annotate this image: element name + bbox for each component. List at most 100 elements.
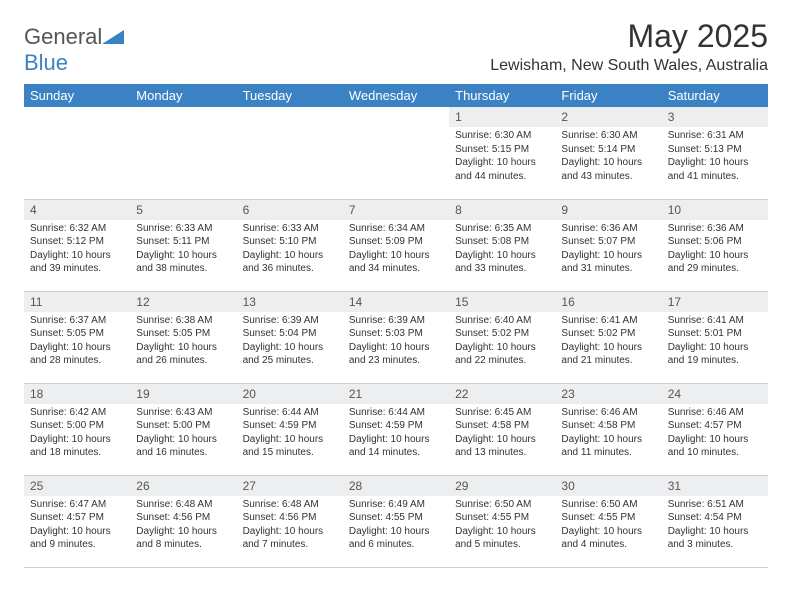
sunrise-line: Sunrise: 6:39 AM [349, 314, 443, 328]
sunset-line: Sunset: 5:01 PM [668, 327, 762, 341]
daylight-line: Daylight: 10 hours and 26 minutes. [136, 341, 230, 368]
sunrise-line: Sunrise: 6:46 AM [561, 406, 655, 420]
day-number: 26 [130, 476, 236, 496]
sunrise-line: Sunrise: 6:43 AM [136, 406, 230, 420]
sunset-line: Sunset: 5:00 PM [30, 419, 124, 433]
sunrise-line: Sunrise: 6:41 AM [668, 314, 762, 328]
calendar-cell: 30 Sunrise: 6:50 AMSunset: 4:55 PMDayligh… [555, 475, 661, 567]
day-number: 16 [555, 292, 661, 312]
day-number: 29 [449, 476, 555, 496]
sunrise-line: Sunrise: 6:50 AM [561, 498, 655, 512]
day-details: Sunrise: 6:34 AMSunset: 5:09 PMDaylight:… [343, 220, 449, 280]
calendar-cell: 28Sunrise: 6:49 AMSunset: 4:55 PMDayligh… [343, 475, 449, 567]
calendar-cell: 22Sunrise: 6:45 AMSunset: 4:58 PMDayligh… [449, 383, 555, 475]
day-number: 28 [343, 476, 449, 496]
weekday-header: Tuesday [237, 84, 343, 107]
calendar-cell: 15Sunrise: 6:40 AMSunset: 5:02 PMDayligh… [449, 291, 555, 383]
logo-word2: Blue [24, 50, 68, 75]
calendar-cell [237, 107, 343, 199]
daylight-line: Daylight: 10 hours and 34 minutes. [349, 249, 443, 276]
day-number: 9 [555, 200, 661, 220]
daylight-line: Daylight: 10 hours and 39 minutes. [30, 249, 124, 276]
calendar-cell: 4Sunrise: 6:32 AMSunset: 5:12 PMDaylight… [24, 199, 130, 291]
day-number: 18 [24, 384, 130, 404]
day-number: 12 [130, 292, 236, 312]
sunset-line: Sunset: 5:12 PM [30, 235, 124, 249]
sunset-line: Sunset: 4:59 PM [349, 419, 443, 433]
header: General Blue May 2025 Lewisham, New Sout… [24, 18, 768, 76]
sunrise-line: Sunrise: 6:44 AM [243, 406, 337, 420]
sunset-line: Sunset: 5:11 PM [136, 235, 230, 249]
sunset-line: Sunset: 4:56 PM [136, 511, 230, 525]
calendar-cell: 8Sunrise: 6:35 AMSunset: 5:08 PMDaylight… [449, 199, 555, 291]
daylight-line: Daylight: 10 hours and 5 minutes. [455, 525, 549, 552]
day-details: Sunrise: 6:35 AMSunset: 5:08 PMDaylight:… [449, 220, 555, 280]
daylight-line: Daylight: 10 hours and 7 minutes. [243, 525, 337, 552]
sunset-line: Sunset: 4:57 PM [668, 419, 762, 433]
day-number: 15 [449, 292, 555, 312]
day-details: Sunrise: 6:39 AMSunset: 5:03 PMDaylight:… [343, 312, 449, 372]
calendar-week-row: 1Sunrise: 6:30 AMSunset: 5:15 PMDaylight… [24, 107, 768, 199]
day-details: Sunrise: 6:33 AMSunset: 5:10 PMDaylight:… [237, 220, 343, 280]
sunrise-line: Sunrise: 6:40 AM [455, 314, 549, 328]
calendar-cell: 31Sunrise: 6:51 AMSunset: 4:54 PMDayligh… [662, 475, 768, 567]
calendar-cell: 27Sunrise: 6:48 AMSunset: 4:56 PMDayligh… [237, 475, 343, 567]
daylight-line: Daylight: 10 hours and 13 minutes. [455, 433, 549, 460]
sunrise-line: Sunrise: 6:35 AM [455, 222, 549, 236]
calendar-cell: 11Sunrise: 6:37 AMSunset: 5:05 PMDayligh… [24, 291, 130, 383]
day-details: Sunrise: 6:37 AMSunset: 5:05 PMDaylight:… [24, 312, 130, 372]
weekday-header: Saturday [662, 84, 768, 107]
day-number: 3 [662, 107, 768, 127]
day-number: 22 [449, 384, 555, 404]
calendar-week-row: 18Sunrise: 6:42 AMSunset: 5:00 PMDayligh… [24, 383, 768, 475]
daylight-line: Daylight: 10 hours and 28 minutes. [30, 341, 124, 368]
day-number: 4 [24, 200, 130, 220]
daylight-line: Daylight: 10 hours and 10 minutes. [668, 433, 762, 460]
calendar-cell: 18 Sunrise: 6:42 AMSunset: 5:00 PMDayligh… [24, 383, 130, 475]
calendar-cell: 13Sunrise: 6:39 AMSunset: 5:04 PMDayligh… [237, 291, 343, 383]
sunrise-line: Sunrise: 6:36 AM [668, 222, 762, 236]
sunrise-line: Sunrise: 6:34 AM [349, 222, 443, 236]
sunrise-line: Sunrise: 6:30 AM [561, 129, 655, 143]
sunrise-line: Sunrise: 6:42 AM [30, 406, 124, 420]
sunset-line: Sunset: 4:55 PM [561, 511, 655, 525]
daylight-line: Daylight: 10 hours and 8 minutes. [136, 525, 230, 552]
day-number: 31 [662, 476, 768, 496]
day-details: Sunrise: 6:48 AMSunset: 4:56 PMDaylight:… [130, 496, 236, 556]
day-details: Sunrise: 6:44 AMSunset: 4:59 PMDaylight:… [237, 404, 343, 464]
sunrise-line: Sunrise: 6:50 AM [455, 498, 549, 512]
daylight-line: Daylight: 10 hours and 18 minutes. [30, 433, 124, 460]
day-details: Sunrise: 6:38 AMSunset: 5:05 PMDaylight:… [130, 312, 236, 372]
sunset-line: Sunset: 4:59 PM [243, 419, 337, 433]
calendar-cell: 1Sunrise: 6:30 AMSunset: 5:15 PMDaylight… [449, 107, 555, 199]
day-details: Sunrise: 6:41 AMSunset: 5:02 PMDaylight:… [555, 312, 661, 372]
day-number: 23 [555, 384, 661, 404]
day-number: 25 [24, 476, 130, 496]
sunset-line: Sunset: 4:57 PM [30, 511, 124, 525]
daylight-line: Daylight: 10 hours and 22 minutes. [455, 341, 549, 368]
sunset-line: Sunset: 5:10 PM [243, 235, 337, 249]
day-details: Sunrise: 6:30 AMSunset: 5:15 PMDaylight:… [449, 127, 555, 187]
calendar-cell: 6Sunrise: 6:33 AMSunset: 5:10 PMDaylight… [237, 199, 343, 291]
day-number: 30 [555, 476, 661, 496]
calendar-cell [24, 107, 130, 199]
daylight-line: Daylight: 10 hours and 4 minutes. [561, 525, 655, 552]
sunset-line: Sunset: 5:05 PM [30, 327, 124, 341]
weekday-header: Wednesday [343, 84, 449, 107]
sunrise-line: Sunrise: 6:33 AM [243, 222, 337, 236]
sunset-line: Sunset: 5:02 PM [561, 327, 655, 341]
calendar-week-row: 11Sunrise: 6:37 AMSunset: 5:05 PMDayligh… [24, 291, 768, 383]
sunrise-line: Sunrise: 6:48 AM [136, 498, 230, 512]
day-details: Sunrise: 6:49 AMSunset: 4:55 PMDaylight:… [343, 496, 449, 556]
daylight-line: Daylight: 10 hours and 41 minutes. [668, 156, 762, 183]
sunset-line: Sunset: 4:55 PM [349, 511, 443, 525]
calendar-cell: 5Sunrise: 6:33 AMSunset: 5:11 PMDaylight… [130, 199, 236, 291]
calendar-cell: 26Sunrise: 6:48 AMSunset: 4:56 PMDayligh… [130, 475, 236, 567]
sunset-line: Sunset: 5:14 PM [561, 143, 655, 157]
sunrise-line: Sunrise: 6:39 AM [243, 314, 337, 328]
day-number: 13 [237, 292, 343, 312]
triangle-icon [102, 24, 124, 50]
day-details: Sunrise: 6:33 AMSunset: 5:11 PMDaylight:… [130, 220, 236, 280]
location-text: Lewisham, New South Wales, Australia [490, 57, 768, 75]
sunset-line: Sunset: 5:09 PM [349, 235, 443, 249]
